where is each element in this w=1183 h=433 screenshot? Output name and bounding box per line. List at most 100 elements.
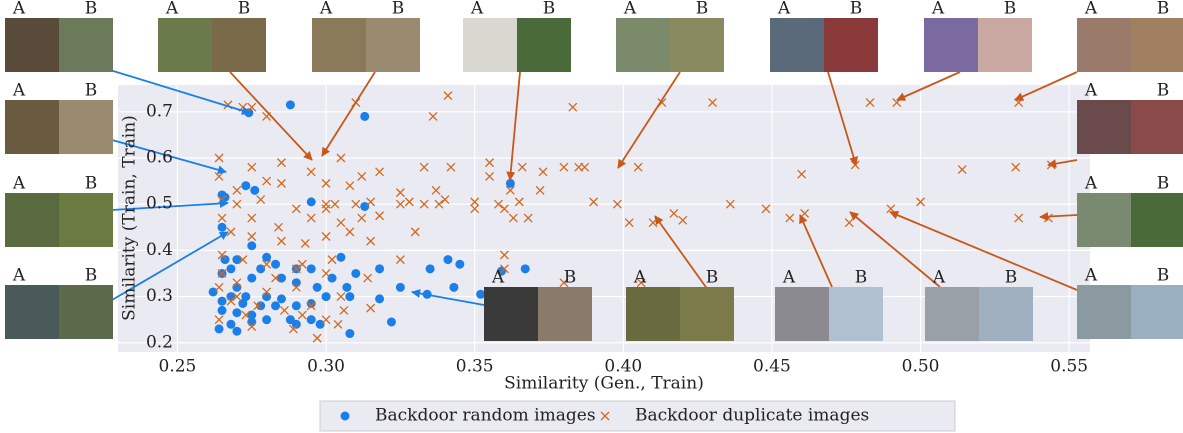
thumbnail-label: B bbox=[392, 0, 405, 19]
y-tick-label: 0.2 bbox=[146, 332, 173, 352]
point bbox=[351, 269, 360, 278]
y-tick-label: 0.3 bbox=[146, 286, 173, 306]
point bbox=[375, 264, 384, 273]
thumbnail-image bbox=[979, 287, 1033, 341]
thumbnail-label: A bbox=[1084, 81, 1098, 101]
thumbnail-image bbox=[463, 18, 517, 72]
y-axis-label: Similarity (Train, Train) bbox=[120, 115, 140, 321]
point bbox=[322, 292, 331, 301]
x-tick-label: 0.55 bbox=[1050, 357, 1088, 377]
thumbnail-image bbox=[924, 18, 978, 72]
thumbnail-image bbox=[5, 18, 59, 72]
thumbnail-image bbox=[59, 285, 113, 339]
point bbox=[218, 223, 227, 232]
y-tick-label: 0.5 bbox=[146, 194, 173, 214]
thumbnail-label: A bbox=[12, 266, 26, 286]
thumbnail-label: B bbox=[543, 0, 556, 19]
thumbnail-image bbox=[212, 18, 266, 72]
thumbnail-label: A bbox=[12, 0, 26, 19]
thumbnail-label: B bbox=[1004, 0, 1017, 19]
point bbox=[345, 292, 354, 301]
point bbox=[256, 264, 265, 273]
thumbnail-image bbox=[1077, 193, 1131, 247]
thumbnail-label: A bbox=[777, 0, 791, 19]
thumbnail-label: A bbox=[470, 0, 484, 19]
thumbnail-image bbox=[366, 18, 420, 72]
point bbox=[342, 283, 351, 292]
x-tick-label: 0.50 bbox=[902, 357, 940, 377]
point bbox=[226, 320, 235, 329]
point bbox=[247, 241, 256, 250]
point bbox=[360, 112, 369, 121]
thumbnail-image bbox=[824, 18, 878, 72]
point bbox=[307, 264, 316, 273]
point bbox=[328, 274, 337, 283]
thumbnail-label: A bbox=[932, 268, 946, 288]
thumbnail-image bbox=[770, 18, 824, 72]
point bbox=[277, 294, 286, 303]
point bbox=[215, 324, 224, 333]
thumbnail-label: A bbox=[782, 268, 796, 288]
point bbox=[316, 320, 325, 329]
point bbox=[209, 287, 218, 296]
thumbnail-label: A bbox=[12, 174, 26, 194]
thumbnail-label: A bbox=[1084, 266, 1098, 286]
thumbnail-label: B bbox=[850, 0, 863, 19]
thumbnail-image bbox=[775, 287, 829, 341]
thumbnail-label: B bbox=[85, 0, 98, 19]
point bbox=[232, 283, 241, 292]
thumbnail-image bbox=[1131, 193, 1183, 247]
thumbnail-label: A bbox=[1084, 174, 1098, 194]
thumbnail-image bbox=[680, 287, 734, 341]
point bbox=[387, 317, 396, 326]
thumbnail-image bbox=[5, 193, 59, 247]
thumbnail-label: B bbox=[85, 81, 98, 101]
thumbnail-image bbox=[5, 100, 59, 154]
y-tick-label: 0.4 bbox=[146, 240, 173, 260]
point bbox=[292, 278, 301, 287]
thumbnail-image bbox=[59, 100, 113, 154]
point bbox=[449, 283, 458, 292]
point bbox=[292, 301, 301, 310]
point bbox=[250, 186, 259, 195]
point bbox=[313, 283, 322, 292]
x-tick-label: 0.35 bbox=[456, 357, 494, 377]
point bbox=[238, 299, 247, 308]
thumbnail-label: B bbox=[238, 0, 251, 19]
thumbnail-image bbox=[538, 287, 592, 341]
x-tick-label: 0.40 bbox=[604, 357, 642, 377]
thumbnail-image bbox=[616, 18, 670, 72]
thumbnail-image bbox=[1077, 285, 1131, 339]
point bbox=[218, 306, 227, 315]
point bbox=[375, 294, 384, 303]
point bbox=[262, 292, 271, 301]
point bbox=[292, 320, 301, 329]
thumbnail-image bbox=[484, 287, 538, 341]
point bbox=[271, 301, 280, 310]
x-tick-label: 0.30 bbox=[307, 357, 345, 377]
thumbnail-label: B bbox=[85, 266, 98, 286]
legend-label: Backdoor random images bbox=[375, 406, 596, 426]
thumbnail-label: A bbox=[633, 268, 647, 288]
point bbox=[426, 264, 435, 273]
point bbox=[307, 197, 316, 206]
thumbnail-image bbox=[517, 18, 571, 72]
thumbnail-label: A bbox=[931, 0, 945, 19]
thumbnail-image bbox=[1077, 18, 1131, 72]
point bbox=[476, 290, 485, 299]
thumbnail-label: A bbox=[491, 268, 505, 288]
thumbnail-label: B bbox=[1005, 268, 1018, 288]
point bbox=[262, 315, 271, 324]
thumbnail-image bbox=[670, 18, 724, 72]
x-axis-label: Similarity (Gen., Train) bbox=[504, 374, 704, 394]
chart: ABABABABABABABABABABABABABABABABABAB Sim… bbox=[0, 0, 1183, 433]
thumbnail-image bbox=[829, 287, 883, 341]
thumbnail-label: B bbox=[1157, 174, 1170, 194]
point bbox=[221, 255, 230, 264]
thumbnail-image bbox=[626, 287, 680, 341]
thumbnail-label: A bbox=[623, 0, 637, 19]
thumbnail-label: A bbox=[1084, 0, 1098, 19]
point bbox=[345, 329, 354, 338]
point bbox=[247, 317, 256, 326]
point bbox=[455, 260, 464, 269]
